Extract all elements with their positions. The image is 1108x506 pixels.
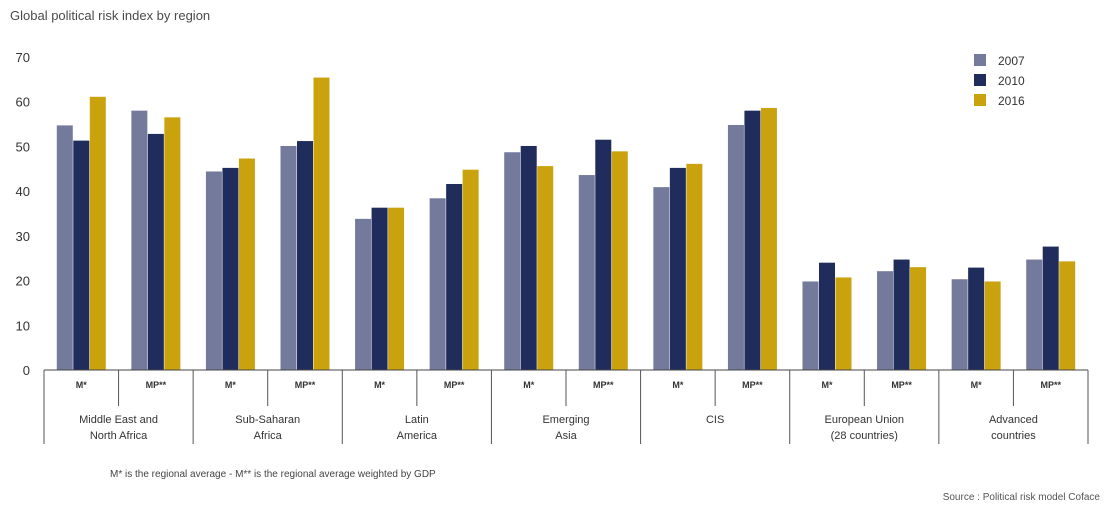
bar-2016 xyxy=(313,77,330,370)
sub-category-label: M* xyxy=(971,380,982,390)
bar-2010 xyxy=(744,110,761,371)
bar-2007 xyxy=(1026,259,1043,370)
legend-label-2010: 2010 xyxy=(998,74,1025,88)
sub-category-label: M* xyxy=(225,380,236,390)
bar-2010 xyxy=(446,183,463,370)
y-tick-label: 20 xyxy=(16,274,30,289)
sub-category-label: MP** xyxy=(444,380,465,390)
group-label: Emerging xyxy=(542,414,589,426)
bar-2010 xyxy=(297,141,313,370)
sub-category-label: MP** xyxy=(1040,380,1061,390)
group-label: CIS xyxy=(706,414,724,426)
bar-2010 xyxy=(371,207,388,370)
bar-2016 xyxy=(611,151,628,370)
bar-2016 xyxy=(686,163,703,370)
bars-layer xyxy=(56,77,1076,371)
bar-2016 xyxy=(462,169,479,370)
bar-2010 xyxy=(73,140,90,370)
group-label: Sub-Saharan xyxy=(235,414,300,426)
group-label: (28 countries) xyxy=(831,430,898,442)
bar-2010 xyxy=(595,139,612,370)
sub-category-label: MP** xyxy=(146,380,167,390)
bar-2007 xyxy=(653,187,670,370)
y-tick-label: 0 xyxy=(23,363,30,378)
legend-label-2007: 2007 xyxy=(998,54,1025,68)
bar-2016 xyxy=(1059,261,1076,370)
y-tick-label: 60 xyxy=(16,95,30,110)
bar-2016 xyxy=(89,96,106,370)
group-label: America xyxy=(397,430,438,442)
bar-2016 xyxy=(537,166,554,370)
bar-2007 xyxy=(429,198,446,370)
legend-swatch-2010 xyxy=(974,74,986,86)
legend-swatch-2007 xyxy=(974,54,986,66)
bar-2010 xyxy=(147,133,164,370)
bar-2010 xyxy=(520,145,537,370)
group-label: Middle East and xyxy=(79,414,158,426)
bar-2010 xyxy=(222,167,239,370)
bar-2007 xyxy=(578,175,595,370)
bar-2010 xyxy=(669,167,686,370)
chart-title: Global political risk index by region xyxy=(10,8,211,23)
sub-category-label: M* xyxy=(672,380,683,390)
bar-2007 xyxy=(205,171,222,370)
sub-category-label: MP** xyxy=(295,380,316,390)
group-label: Africa xyxy=(254,430,283,442)
sub-category-label: MP** xyxy=(593,380,614,390)
bar-2016 xyxy=(164,117,181,370)
source-note: Source : Political risk model Coface xyxy=(942,492,1100,503)
bar-2016 xyxy=(760,107,777,370)
bar-2016 xyxy=(910,267,927,370)
sub-category-label: M* xyxy=(822,380,833,390)
bar-2010 xyxy=(968,267,985,370)
group-label: Latin xyxy=(405,414,429,426)
group-label: Advanced xyxy=(989,414,1038,426)
sub-category-label: M* xyxy=(523,380,534,390)
group-label: countries xyxy=(991,430,1036,442)
group-label: European Union xyxy=(825,414,905,426)
bar-2007 xyxy=(56,125,73,370)
bar-2010 xyxy=(893,259,910,370)
y-tick-label: 40 xyxy=(16,184,30,199)
bar-2016 xyxy=(984,281,1001,370)
bar-2007 xyxy=(877,271,894,370)
bar-2007 xyxy=(951,279,968,370)
group-label: Asia xyxy=(555,430,577,442)
group-label: North Africa xyxy=(90,430,148,442)
x-axis: M* MP** M* MP** M* MP** M* MP** M* MP** M* MP** M* MP… xyxy=(43,369,1089,444)
bar-2016 xyxy=(238,158,255,370)
bar-2010 xyxy=(1042,246,1059,370)
bar-2007 xyxy=(131,110,148,371)
bar-2016 xyxy=(388,207,405,370)
y-tick-label: 10 xyxy=(16,318,30,333)
sub-category-label: M* xyxy=(374,380,385,390)
legend-swatch-2016 xyxy=(974,94,986,106)
bar-2016 xyxy=(835,277,852,370)
legend-label-2016: 2016 xyxy=(998,94,1025,108)
sub-category-label: M* xyxy=(76,380,87,390)
footnote: M* is the regional average - M** is the … xyxy=(110,469,436,480)
legend: 2007 2010 2016 xyxy=(974,54,1025,108)
y-tick-label: 30 xyxy=(16,229,30,244)
sub-category-label: MP** xyxy=(891,380,912,390)
bar-2007 xyxy=(355,218,372,370)
y-tick-label: 50 xyxy=(16,139,30,154)
bar-2007 xyxy=(802,281,819,370)
bar-2007 xyxy=(280,145,297,370)
bar-2010 xyxy=(819,262,835,370)
y-axis: 0 10 20 30 40 50 60 70 xyxy=(16,50,30,378)
sub-category-label: MP** xyxy=(742,380,763,390)
bar-2007 xyxy=(504,152,521,370)
y-tick-label: 70 xyxy=(16,50,30,65)
bar-2007 xyxy=(727,124,744,370)
